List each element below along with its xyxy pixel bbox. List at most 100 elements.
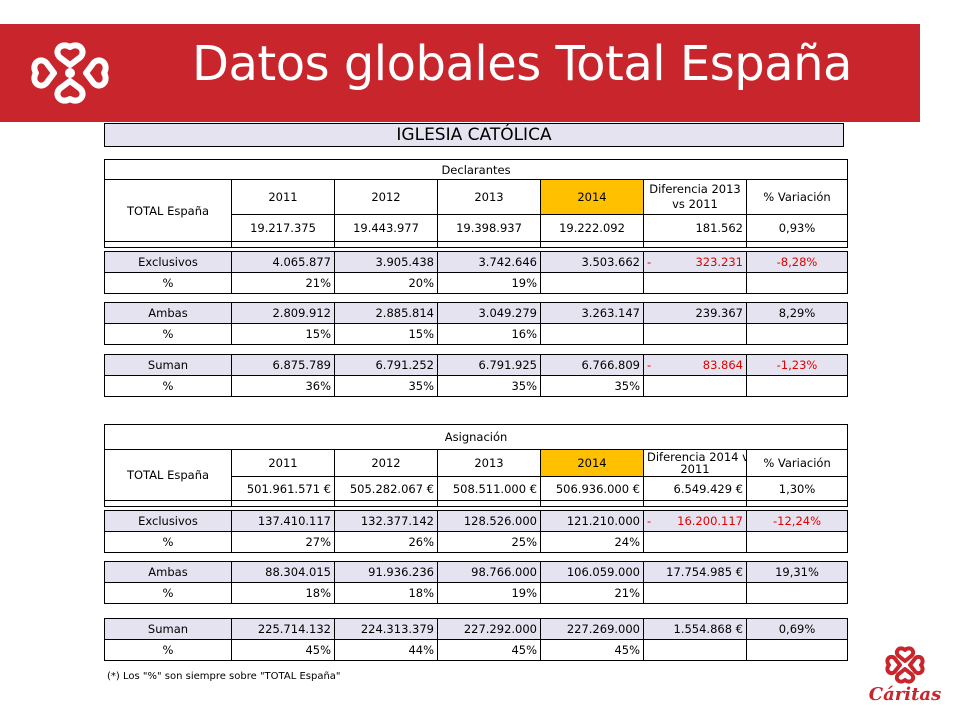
total-value: 19.443.977 xyxy=(334,214,438,242)
group-value: 98.766.000 xyxy=(437,561,541,583)
pct-label: % xyxy=(104,375,232,397)
pct-value xyxy=(540,323,644,345)
year-header: 2011 xyxy=(231,449,335,477)
empty-cell xyxy=(746,272,848,294)
diff-sign: - xyxy=(647,255,652,269)
group-label: Exclusivos xyxy=(104,251,232,273)
group-value: 224.313.379 xyxy=(334,618,438,640)
church-banner: IGLESIA CATÓLICA xyxy=(104,123,844,147)
group-value: 2.809.912 xyxy=(231,302,335,324)
group-value: 225.714.132 xyxy=(231,618,335,640)
group-value: 106.059.000 xyxy=(540,561,644,583)
group-value: 132.377.142 xyxy=(334,510,438,532)
pct-value: 45% xyxy=(540,639,644,661)
pct-value: 36% xyxy=(231,375,335,397)
group-table: Exclusivos 4.065.877 3.905.438 3.742.646 3.5… xyxy=(104,251,848,294)
pct-value: 45% xyxy=(231,639,335,661)
group-value: 4.065.877 xyxy=(231,251,335,273)
diff-value: 1.554.868 € xyxy=(673,622,744,636)
pct-value: 15% xyxy=(231,323,335,345)
group-value: 88.304.015 xyxy=(231,561,335,583)
empty-cell xyxy=(643,323,747,345)
total-diff: 6.549.429 € xyxy=(643,476,747,501)
group-table: Suman 225.714.132 224.313.379 227.292.000 22… xyxy=(104,618,848,661)
total-value: 508.511.000 € xyxy=(437,476,541,501)
group-value: 2.885.814 xyxy=(334,302,438,324)
pct-label: % xyxy=(104,639,232,661)
pct-label: % xyxy=(104,531,232,553)
total-value: 19.398.937 xyxy=(437,214,541,242)
group-value: 91.936.236 xyxy=(334,561,438,583)
pct-value: 21% xyxy=(231,272,335,294)
total-value: 501.961.571 € xyxy=(231,476,335,501)
group-value: 227.269.000 xyxy=(540,618,644,640)
group-value: 6.766.809 xyxy=(540,354,644,376)
total-value: 19.217.375 xyxy=(231,214,335,242)
pct-value: 27% xyxy=(231,531,335,553)
header-bar xyxy=(0,24,920,122)
caritas-cross-icon xyxy=(885,646,925,684)
diff-value: 83.864 xyxy=(702,358,743,372)
group-variation: 19,31% xyxy=(746,561,848,583)
pct-value: 35% xyxy=(334,375,438,397)
group-value: 3.263.147 xyxy=(540,302,644,324)
section-title: Declarantes xyxy=(103,159,849,180)
total-variation: 0,93% xyxy=(745,214,849,242)
group-value: 3.503.662 xyxy=(540,251,644,273)
group-variation: -12,24% xyxy=(746,510,848,532)
total-variation: 1,30% xyxy=(745,476,849,501)
group-value: 6.791.252 xyxy=(334,354,438,376)
diff-sign: - xyxy=(647,358,652,372)
total-label: TOTAL España xyxy=(104,449,232,501)
total-value: 506.936.000 € xyxy=(540,476,644,501)
variation-header: % Variación xyxy=(745,179,849,215)
diff-header: Diferencia 2013 vs 2011 xyxy=(643,179,747,215)
empty-cell xyxy=(643,272,747,294)
group-label: Suman xyxy=(104,618,232,640)
group-value: 3.049.279 xyxy=(437,302,541,324)
diff-value: 323.231 xyxy=(695,255,743,269)
group-value: 3.905.438 xyxy=(334,251,438,273)
group-diff: 1.554.868 € xyxy=(643,618,747,640)
variation-header: % Variación xyxy=(745,449,849,477)
empty-cell xyxy=(643,531,747,553)
group-diff: 17.754.985 € xyxy=(643,561,747,583)
year-header-highlight: 2014 xyxy=(540,449,644,477)
group-label: Exclusivos xyxy=(104,510,232,532)
diff-header: Diferencia 2014 vs 2011 xyxy=(643,449,747,477)
group-diff: - 323.231 xyxy=(643,251,747,273)
group-value: 227.292.000 xyxy=(437,618,541,640)
empty-cell xyxy=(746,582,848,604)
year-header-highlight: 2014 xyxy=(540,179,644,215)
pct-value: 35% xyxy=(540,375,644,397)
group-variation: 8,29% xyxy=(746,302,848,324)
section-title: Asignación xyxy=(103,424,849,450)
group-value: 6.791.925 xyxy=(437,354,541,376)
pct-value: 15% xyxy=(334,323,438,345)
empty-cell xyxy=(746,531,848,553)
pct-value: 20% xyxy=(334,272,438,294)
pct-value: 44% xyxy=(334,639,438,661)
empty-cell xyxy=(643,375,747,397)
group-diff: 239.367 xyxy=(643,302,747,324)
group-table: Suman 6.875.789 6.791.252 6.791.925 6.766.80… xyxy=(104,354,848,397)
empty-cell xyxy=(746,323,848,345)
empty-cell xyxy=(746,375,848,397)
group-variation: -8,28% xyxy=(746,251,848,273)
group-variation: -1,23% xyxy=(746,354,848,376)
total-label: TOTAL España xyxy=(104,179,232,242)
empty-cell xyxy=(746,639,848,661)
group-value: 121.210.000 xyxy=(540,510,644,532)
group-table: Exclusivos 137.410.117 132.377.142 128.526.… xyxy=(104,510,848,553)
group-diff: - 16.200.117 xyxy=(643,510,747,532)
group-label: Ambas xyxy=(104,561,232,583)
pct-value: 19% xyxy=(437,582,541,604)
diff-value: 16.200.117 xyxy=(677,514,743,528)
group-label: Ambas xyxy=(104,302,232,324)
group-value: 128.526.000 xyxy=(437,510,541,532)
total-value: 19.222.092 xyxy=(540,214,644,242)
pct-value: 25% xyxy=(437,531,541,553)
caritas-cross-icon xyxy=(31,42,109,104)
group-value: 3.742.646 xyxy=(437,251,541,273)
pct-value xyxy=(540,272,644,294)
